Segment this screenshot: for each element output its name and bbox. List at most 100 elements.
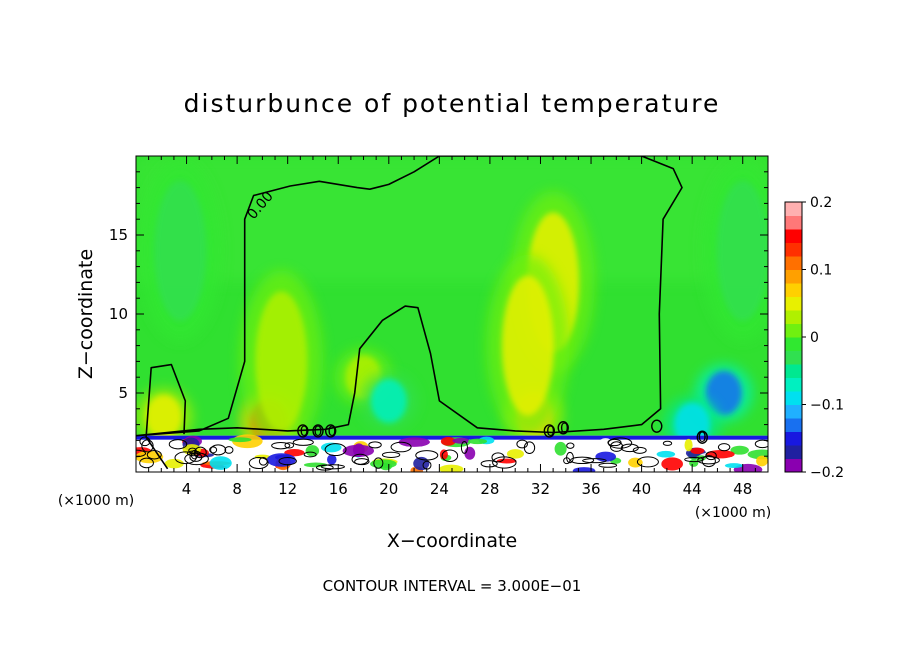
x-axis-label: X−coordinate [387,530,517,552]
x-tick-label: 4 [182,480,192,498]
turbulence-contour [684,456,704,463]
anomaly-negative-blob-8 [360,372,418,430]
y-tick-label: 15 [109,226,128,244]
turbulence-contour [351,453,369,465]
y-axis: 5 10 15 [109,171,768,457]
colorbar-tick-label: −0.1 [810,398,844,414]
turbulence-contour [598,462,618,468]
x-tick-label: 12 [278,480,297,498]
y-axis-label: Z−coordinate [75,249,97,379]
turbulence-contour [460,441,468,454]
turbulence-contour [609,441,624,452]
turbulence-cell [572,467,596,472]
turbulence-cell [164,458,184,469]
turbulence-contour [390,441,412,453]
contour-line-1 [136,156,683,437]
contour-loop-5 [651,419,663,433]
contour-label: 0 [546,424,555,440]
y-tick-label: 10 [109,305,128,323]
x-tick-label: 44 [683,480,702,498]
turbulence-cell [228,437,252,443]
x-tick-label: 36 [581,480,600,498]
turbulence-cell [689,459,699,467]
turbulence-contour [189,452,203,462]
x-tick-label: 20 [379,480,398,498]
colorbar-swatch [785,215,802,230]
contour-label: 0 [314,424,323,440]
contour-loop-4 [543,424,556,438]
contour-label: 0 [698,430,707,446]
turbulence-contour [441,449,459,463]
colorbar-swatch [785,418,802,432]
y-unit-label: (×1000 m) [58,493,134,509]
chart-title: disturbunce of potential temperature [184,89,721,118]
turbulence-contour [303,451,317,458]
boundary-layer [136,434,768,472]
x-tick-label: 8 [232,480,242,498]
turbulence-cell [730,445,749,455]
turbulence-contour [320,464,345,470]
anomaly-negative-blob-10 [701,159,768,342]
turbulence-cell [136,450,164,464]
turbulence-contour [636,456,659,468]
turbulence-cell [305,445,320,457]
turbulence-cell [506,449,524,459]
turbulence-contour [324,443,347,457]
turbulence-contour [566,451,574,464]
turbulence-contour [566,442,575,449]
x-tick-label: 32 [531,480,550,498]
colorbar-tick-label: 0 [810,330,819,346]
turbulence-contour [381,451,401,458]
y-tick-label: 5 [118,384,128,402]
colorbar-swatch [785,431,802,446]
contour-label: 0 [300,424,309,440]
colorbar-swatch [785,391,802,405]
contour-loop-6 [696,430,708,444]
colorbar-swatch [785,323,802,338]
colorbar-swatch [785,283,802,297]
turbulence-cell [439,464,464,472]
x-tick-label: 40 [632,480,651,498]
colorbar-swatch [785,364,802,378]
turbulence-cell [342,444,375,457]
plot-area: 0.000 0 0 0 00 [136,156,768,472]
turbulence-contour [292,438,314,446]
colorbar-swatch [785,202,802,216]
turbulence-contour [184,452,209,466]
colorbar-swatch [785,458,802,473]
turbulence-cell [482,454,494,462]
x-tick-label: 16 [329,480,348,498]
turbulence-contour [368,441,382,449]
x-axis: 4 8 12 16 20 24 28 32 36 40 44 48 [148,156,756,498]
turbulence-contour [717,443,731,452]
contour-loop-1 [312,424,324,438]
field-upper-band [136,156,768,283]
turbulence-cell [398,437,430,447]
turbulence-contour [224,446,234,454]
turbulence-contour [632,446,647,454]
anomaly-negative-blob-7 [138,159,222,342]
turbulence-contour [582,458,607,464]
x-unit-label: (×1000 m) [695,505,771,521]
turbulence-contour [607,437,633,449]
turbulence-contour [373,457,384,469]
turbulence-cell [756,455,768,467]
contour-label: 0 [327,424,336,440]
turbulence-contour [174,451,197,465]
turbulence-contour [139,457,154,469]
x-tick-label: 28 [480,480,499,498]
turbulence-cell [320,442,342,453]
turbulence-contour [662,440,673,446]
colorbar-tick-label: 0.1 [810,263,832,279]
turbulence-contour [271,441,291,450]
turbulence-contour [248,457,269,469]
turbulence-cell [496,458,517,464]
turbulence-cell [690,447,705,455]
turbulence-cell [724,463,743,469]
colorbar-swatch [785,404,802,419]
turbulence-contour [415,450,439,461]
contour-interval-footer: CONTOUR INTERVAL = 3.000E−01 [323,577,582,595]
turbulence-contour [210,444,227,456]
contour-loop-0 [297,424,309,438]
